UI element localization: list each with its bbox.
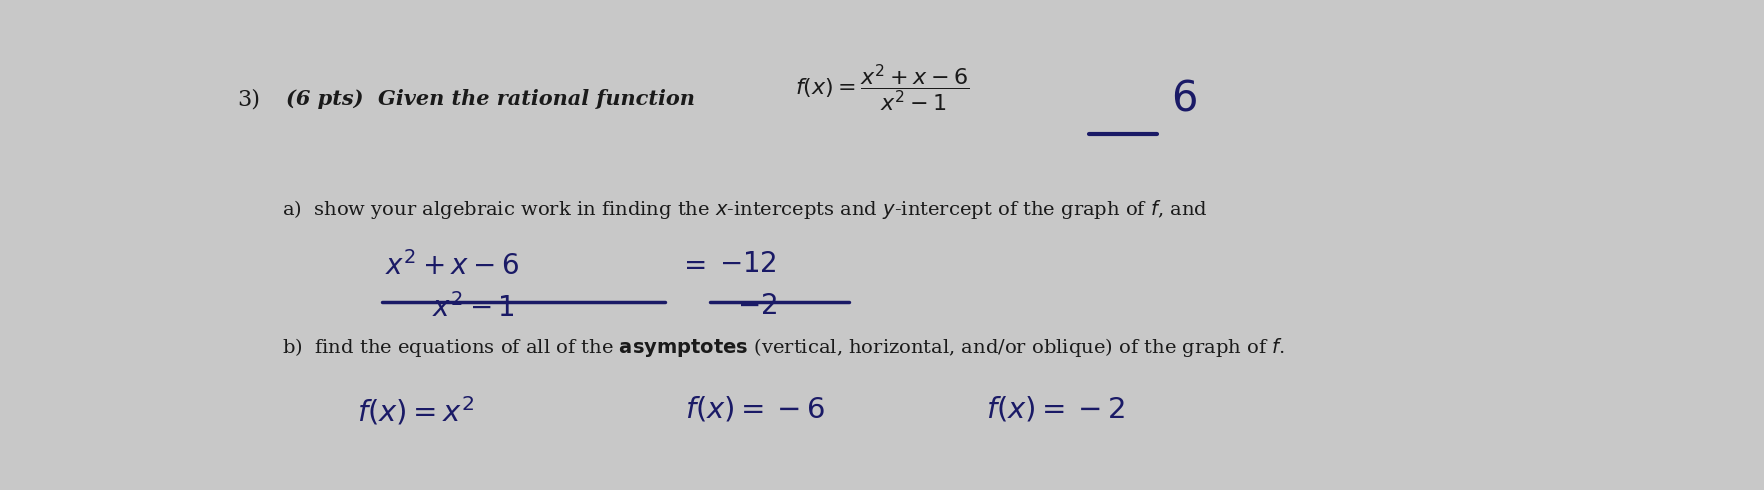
Text: (6 pts)  Given the rational function: (6 pts) Given the rational function: [286, 89, 695, 109]
Text: $-2$: $-2$: [737, 293, 778, 320]
Text: 3): 3): [236, 89, 259, 111]
Text: $6$: $6$: [1171, 77, 1196, 120]
Text: $x^2 + x - 6$: $x^2 + x - 6$: [385, 251, 519, 281]
Text: $x^2 - 1$: $x^2 - 1$: [432, 293, 515, 322]
Text: $f(x) = -2$: $f(x) = -2$: [986, 394, 1125, 423]
Text: $f(x) = -6$: $f(x) = -6$: [686, 394, 826, 423]
Text: $-12$: $-12$: [720, 251, 778, 278]
Text: a)  show your algebraic work in finding the $x$-intercepts and $y$-intercept of : a) show your algebraic work in finding t…: [282, 198, 1208, 221]
Text: $f(x) = x^2$: $f(x) = x^2$: [356, 394, 475, 427]
Text: $=$: $=$: [679, 251, 706, 278]
Text: b)  find the equations of all of the $\mathbf{asymptotes}$ (vertical, horizontal: b) find the equations of all of the $\ma…: [282, 336, 1284, 359]
Text: $f(x) = \dfrac{x^2 + x - 6}{x^2 - 1}$: $f(x) = \dfrac{x^2 + x - 6}{x^2 - 1}$: [794, 63, 968, 114]
